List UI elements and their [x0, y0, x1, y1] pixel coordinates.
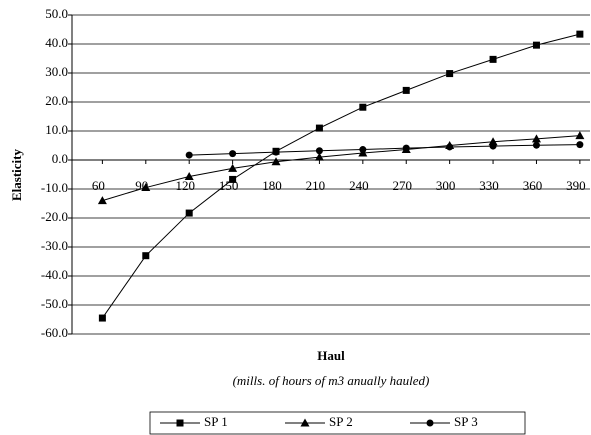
marker: [359, 146, 367, 154]
marker: [185, 151, 193, 159]
marker: [576, 141, 584, 149]
marker: [315, 147, 323, 155]
y-tick-label: -20.0: [41, 209, 68, 224]
x-tick-label: 180: [262, 178, 282, 193]
marker: [531, 134, 541, 143]
marker: [300, 418, 310, 427]
y-tick-label: -60.0: [41, 325, 68, 340]
y-tick-label: 30.0: [45, 64, 68, 79]
x-tick-label: 390: [566, 178, 586, 193]
marker: [141, 183, 151, 192]
x-axis-label: Haul: [317, 348, 345, 363]
x-tick-label: 360: [523, 178, 543, 193]
marker: [97, 196, 107, 205]
x-tick-label: 240: [349, 178, 369, 193]
marker: [489, 142, 497, 150]
marker: [532, 41, 540, 49]
y-tick-label: -50.0: [41, 296, 68, 311]
legend-label: SP 3: [454, 414, 478, 429]
x-tick-label: 330: [479, 178, 499, 193]
y-tick-label: 40.0: [45, 35, 68, 50]
marker: [402, 144, 410, 152]
series-line: [102, 135, 580, 202]
marker: [446, 70, 454, 78]
series-line: [189, 144, 580, 156]
legend-label: SP 2: [329, 414, 353, 429]
marker: [142, 252, 150, 260]
y-axis-label: Elasticity: [9, 149, 24, 201]
marker: [315, 124, 323, 132]
marker: [185, 209, 193, 217]
marker: [314, 152, 324, 161]
marker: [184, 172, 194, 181]
x-axis-sublabel: (mills. of hours of m3 anually hauled): [233, 373, 430, 388]
legend-label: SP 1: [204, 414, 228, 429]
legend-box: [149, 411, 526, 435]
marker: [575, 131, 585, 140]
x-tick-label: 300: [436, 178, 456, 193]
x-tick-label: 210: [306, 178, 326, 193]
x-tick-label: 120: [175, 178, 195, 193]
marker: [402, 86, 410, 94]
y-tick-label: 10.0: [45, 122, 68, 137]
marker: [446, 143, 454, 151]
marker: [532, 141, 540, 149]
x-tick-label: 60: [92, 178, 105, 193]
x-tick-label: 270: [392, 178, 412, 193]
y-tick-label: 20.0: [45, 93, 68, 108]
y-tick-label: 50.0: [45, 6, 68, 21]
series-line: [101, 33, 580, 319]
marker: [272, 148, 280, 156]
marker: [359, 103, 367, 111]
marker: [488, 137, 498, 146]
y-tick-label: -40.0: [41, 267, 68, 282]
marker: [176, 419, 184, 427]
marker: [229, 175, 237, 183]
marker: [271, 157, 281, 166]
marker: [98, 314, 106, 322]
y-tick-label: -30.0: [41, 238, 68, 253]
marker: [489, 55, 497, 63]
marker: [229, 150, 237, 158]
marker: [426, 419, 434, 427]
y-tick-label: -10.0: [41, 180, 68, 195]
y-tick-label: 0.0: [52, 151, 68, 166]
marker: [228, 163, 238, 172]
marker: [576, 30, 584, 38]
